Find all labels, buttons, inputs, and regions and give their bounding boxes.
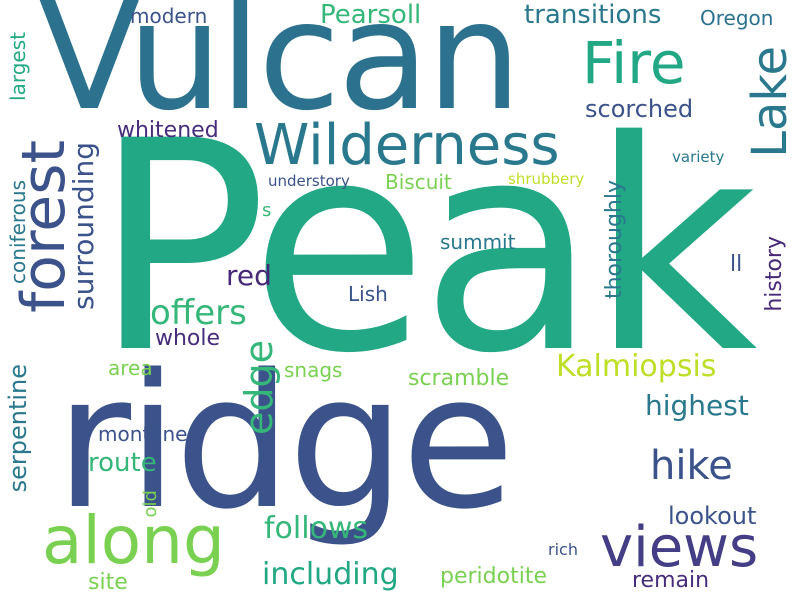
word-lish: Lish [348, 282, 388, 306]
word-pearsoll: Pearsoll [320, 0, 422, 30]
word-peak: Peak [93, 80, 758, 417]
word-surrounding: surrounding [67, 142, 100, 310]
word-understory: understory [268, 172, 350, 190]
word-variety: variety [672, 148, 725, 166]
word-whitened: whitened [117, 118, 219, 143]
word-montane: montane [98, 422, 188, 446]
word-rich: rich [548, 540, 578, 559]
word-scorched: scorched [585, 95, 694, 123]
word-wilderness: Wilderness [254, 113, 560, 178]
word-site: site [88, 570, 128, 595]
word-whole: whole [155, 326, 221, 351]
word-shrubbery: shrubbery [508, 170, 585, 188]
word-coniferous: coniferous [6, 180, 30, 284]
word-vulcan: Vulcan [38, 0, 522, 144]
word-lookout: lookout [668, 502, 757, 530]
word-summit: summit [440, 230, 516, 254]
word-biscuit: Biscuit [385, 170, 452, 194]
word-area: area [108, 356, 153, 380]
word-remain: remain [632, 568, 710, 593]
word-ridge: ridge [55, 334, 515, 550]
word-offers: offers [150, 293, 247, 333]
word-thoroughly: thoroughly [602, 180, 627, 300]
word-serpentine: serpentine [4, 364, 32, 493]
word-ll: ll [730, 252, 743, 277]
word-oregon: Oregon [700, 6, 774, 30]
word-views: views [600, 515, 759, 580]
word-along: along [42, 502, 225, 579]
word-peridotite: peridotite [440, 564, 547, 589]
word-highest: highest [645, 389, 749, 422]
word-history: history [762, 236, 787, 312]
word-edge: edge [237, 340, 281, 435]
word-old: old [140, 490, 161, 518]
word-transitions: transitions [524, 0, 662, 30]
word-scramble: scramble [408, 366, 510, 391]
word-red: red [226, 259, 272, 292]
word-hike: hike [650, 443, 733, 489]
word-follows: follows [264, 511, 369, 546]
word-snags: snags [284, 358, 343, 382]
word-kalmiopsis: Kalmiopsis [556, 349, 717, 384]
word-modern: modern [130, 4, 208, 28]
word-largest: largest [6, 32, 30, 101]
word-fire: Fire [582, 29, 686, 97]
word-lake: Lake [742, 46, 798, 158]
word-s: s [262, 200, 272, 221]
word-route: route [88, 448, 157, 478]
word-including: including [262, 557, 399, 592]
